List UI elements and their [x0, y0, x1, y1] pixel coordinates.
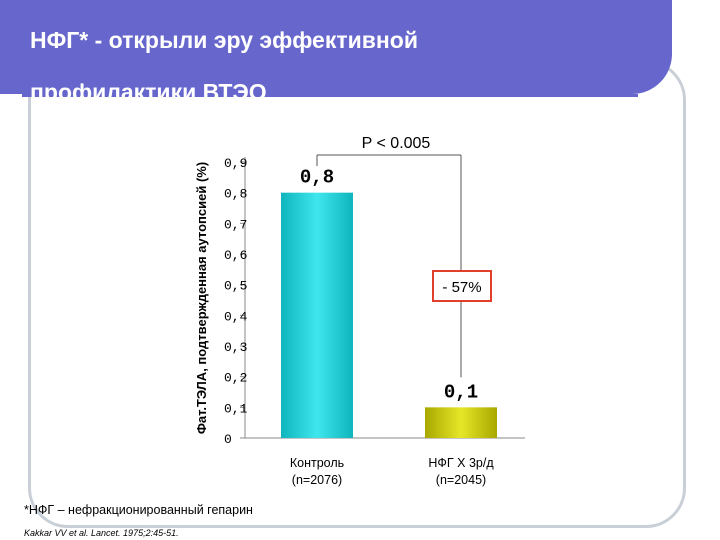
y-tick-label: 0,9	[224, 156, 247, 171]
y-tick-label: 0,4	[224, 309, 248, 324]
bar-value-label: 0,8	[300, 167, 334, 189]
title-line-1: НФГ* - открыли эру эффективной	[30, 27, 418, 53]
x-category-label: НФГ Х 3р/д	[428, 456, 494, 470]
y-tick-label: 0	[224, 432, 232, 447]
y-axis-label: Фат.ТЭЛА, подтвержденная аутопсией (%)	[194, 162, 209, 434]
bar	[281, 192, 353, 438]
x-category-label: (n=2076)	[292, 473, 342, 487]
y-tick-label: 0,2	[224, 371, 247, 386]
footnote: *НФГ – нефракционированный гепарин	[24, 503, 253, 517]
title-line-2: профилактики ВТЭО	[30, 79, 267, 105]
y-tick-label: 0,6	[224, 248, 247, 263]
y-tick-label: 0,1	[224, 401, 248, 416]
y-tick-label: 0,8	[224, 187, 247, 202]
y-tick-label: 0,7	[224, 217, 247, 232]
header-banner	[0, 0, 672, 94]
p-value-annotation: P < 0.005	[362, 135, 431, 152]
slide-title: НФГ* - открыли эру эффективной профилакт…	[30, 14, 650, 118]
reduction-annotation: - 57%	[442, 279, 481, 296]
bar	[425, 407, 497, 438]
bar-value-label: 0,1	[444, 381, 478, 403]
x-category-label: Контроль	[290, 456, 344, 470]
y-tick-label: 0,5	[224, 279, 247, 294]
y-tick-label: 0,3	[224, 340, 247, 355]
citation: Kakkar VV et al. Lancet. 1975;2:45-51.	[24, 528, 179, 538]
header-underline	[22, 94, 638, 97]
reduction-box	[432, 270, 492, 302]
x-category-label: (n=2045)	[436, 473, 486, 487]
